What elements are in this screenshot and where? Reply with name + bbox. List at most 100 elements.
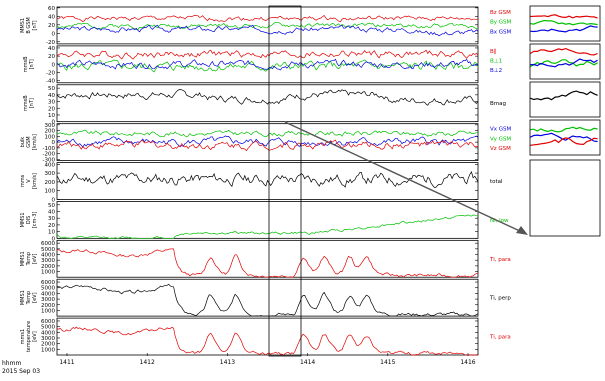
y-tick-label: 0 [52,140,56,146]
series-label: B⊥1 [490,59,502,65]
y-tick-label: 0 [52,120,56,126]
y-axis-label-line: mms [20,174,26,187]
series-line [56,139,479,152]
series-line [56,24,479,37]
y-axis-label-line: bulk [20,137,26,148]
zoom-series-line [529,47,598,56]
y-axis-label: mmsV[km/s] [20,173,38,189]
y-axis-label-line: DIS [26,216,32,225]
y-tick-label: 5000 [41,247,55,253]
panel-frame [56,201,479,239]
y-axis-label-line: [nT] [29,59,35,69]
y-tick-label: -20 [46,40,55,46]
y-tick-label: 2000 [41,342,55,348]
y-axis-label-line: [km/s] [32,134,38,150]
y-axis-label-line: mmsB [23,56,29,72]
y-axis-label: bulkGSM[km/s] [20,134,38,150]
zoom-panel-frame [529,5,601,42]
y-tick-label: 0 [52,62,56,68]
x-tick-label: 1413 [220,359,235,366]
y-tick-label: 0 [52,31,56,37]
y-tick-label: 60 [48,6,55,12]
x-tick-label: 1414 [300,359,315,366]
x-footer-label: 2015 Sep 03 [2,368,40,375]
panel-b-gsm: -20 0 20 40 60 MMS1B GSM[nT] Bz GSM By GSM Bx GS… [20,6,512,46]
y-tick-label: 1000 [41,270,55,276]
panel-frame [56,84,479,123]
panel-frame [56,317,479,356]
series-label: Bz GSM [490,10,511,16]
series-line [56,129,479,138]
zoom-series-line [530,137,598,146]
y-axis-label-line: mmsB [23,95,29,111]
panel-frame [56,6,479,45]
series-line [56,214,479,239]
zoom-window [268,5,302,357]
y-axis-label-line: MMS1 [20,251,26,266]
x-tick-label: 1415 [380,359,395,366]
series-line [56,171,479,188]
zoom-frame-outer [529,159,601,237]
y-tick-label: 40 [48,210,55,216]
y-axis-label: MMS1B GSM[nT] [20,17,38,33]
series-line [56,283,479,317]
zoom-series-line [530,126,598,133]
series-label: Vx GSM [490,127,512,133]
series-label: Vz GSM [490,146,511,152]
y-tick-label: 200 [45,129,56,135]
y-tick-label: 3000 [41,297,55,303]
y-tick-label: 4000 [41,330,55,336]
y-axis-label: MMS1Temp[eV] [20,290,38,305]
series-label: Bx GSM [490,29,512,35]
y-axis-label-line: MMS1 [20,18,26,33]
y-tick-label: 10 [48,230,55,236]
series-line [56,21,479,30]
y-tick-label: 6000 [41,241,55,247]
zoom-arrow-line [284,121,523,233]
series-label: total [490,179,503,185]
y-tick-label: 100 [45,134,56,140]
zoom-series-line [530,25,598,33]
y-tick-label: 10 [48,113,55,119]
series-label: Ti, para [489,257,511,263]
y-tick-label: 50 [48,86,55,92]
x-tick-label: 1411 [59,359,74,366]
y-tick-label: -100 [43,146,56,152]
y-tick-label: 3000 [41,336,55,342]
series-label: By GSM [490,20,512,26]
y-axis-label-line: MMS1 [20,290,26,305]
y-axis-label-line: MMS1 [20,212,26,227]
panel-b-mfa: -40 -20 0 20 40 mmsB[nT] B∥ B⊥1 B⊥2 [23,45,502,85]
y-tick-label: 30 [48,100,55,106]
x-tick-label: 1412 [140,359,155,366]
zoom-panel-frame [529,43,601,80]
y-tick-label: 3000 [41,258,55,264]
y-tick-label: 20 [48,54,55,60]
y-axis-label: MMS1DIS[cm-3] [20,212,38,229]
y-axis-label: mmsB[nT] [23,95,35,111]
series-label: Bmag [490,101,506,107]
y-axis-label: MMS1Temp[eV] [20,251,38,266]
x-footer-label: hhmm [2,360,21,367]
zoom-panel-frame [529,81,601,118]
y-axis-label-line: mms1 [20,329,26,345]
y-tick-label: -40 [46,79,55,85]
y-tick-label: 300 [45,171,56,177]
y-axis-label-line: temperature [26,321,32,352]
y-axis-label-line: [eV] [32,292,38,302]
y-tick-label: 20 [48,106,55,112]
y-axis-label-line: Temp [26,252,32,266]
y-tick-label: 1000 [41,347,55,353]
y-axis-label-line: [eV] [32,254,38,264]
y-tick-label: -20 [46,71,55,77]
series-label: Vy GSM [490,136,511,142]
y-tick-label: 2000 [41,303,55,309]
y-tick-label: 30 [48,216,55,222]
series-line [56,248,479,278]
series-line [56,89,479,106]
